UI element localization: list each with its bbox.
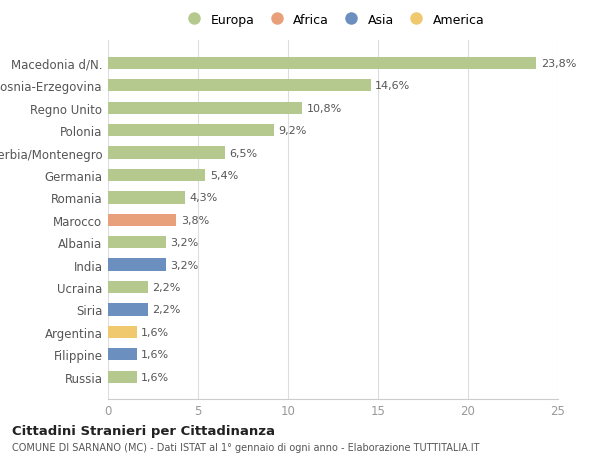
Bar	[108, 102, 302, 115]
Bar	[108, 214, 176, 226]
Bar	[108, 348, 137, 361]
Text: 4,3%: 4,3%	[190, 193, 218, 203]
Bar	[108, 281, 148, 294]
Bar	[108, 371, 137, 383]
Bar	[108, 147, 225, 159]
Text: 1,6%: 1,6%	[142, 350, 169, 359]
Bar	[108, 192, 185, 204]
Text: 2,2%: 2,2%	[152, 282, 181, 292]
Bar	[108, 125, 274, 137]
Text: 1,6%: 1,6%	[142, 372, 169, 382]
Bar	[108, 326, 137, 338]
Text: 23,8%: 23,8%	[541, 59, 576, 69]
Text: 3,8%: 3,8%	[181, 215, 209, 225]
Bar	[108, 259, 166, 271]
Bar	[108, 304, 148, 316]
Text: 10,8%: 10,8%	[307, 103, 342, 113]
Text: 1,6%: 1,6%	[142, 327, 169, 337]
Text: 14,6%: 14,6%	[376, 81, 410, 91]
Bar	[108, 169, 205, 182]
Text: Cittadini Stranieri per Cittadinanza: Cittadini Stranieri per Cittadinanza	[12, 425, 275, 437]
Legend: Europa, Africa, Asia, America: Europa, Africa, Asia, America	[176, 9, 490, 32]
Text: 5,4%: 5,4%	[210, 171, 238, 180]
Bar	[108, 80, 371, 92]
Text: 6,5%: 6,5%	[229, 148, 257, 158]
Bar	[108, 236, 166, 249]
Text: 3,2%: 3,2%	[170, 260, 199, 270]
Bar	[108, 57, 536, 70]
Text: 9,2%: 9,2%	[278, 126, 307, 136]
Text: 3,2%: 3,2%	[170, 238, 199, 248]
Text: 2,2%: 2,2%	[152, 305, 181, 315]
Text: COMUNE DI SARNANO (MC) - Dati ISTAT al 1° gennaio di ogni anno - Elaborazione TU: COMUNE DI SARNANO (MC) - Dati ISTAT al 1…	[12, 442, 479, 452]
